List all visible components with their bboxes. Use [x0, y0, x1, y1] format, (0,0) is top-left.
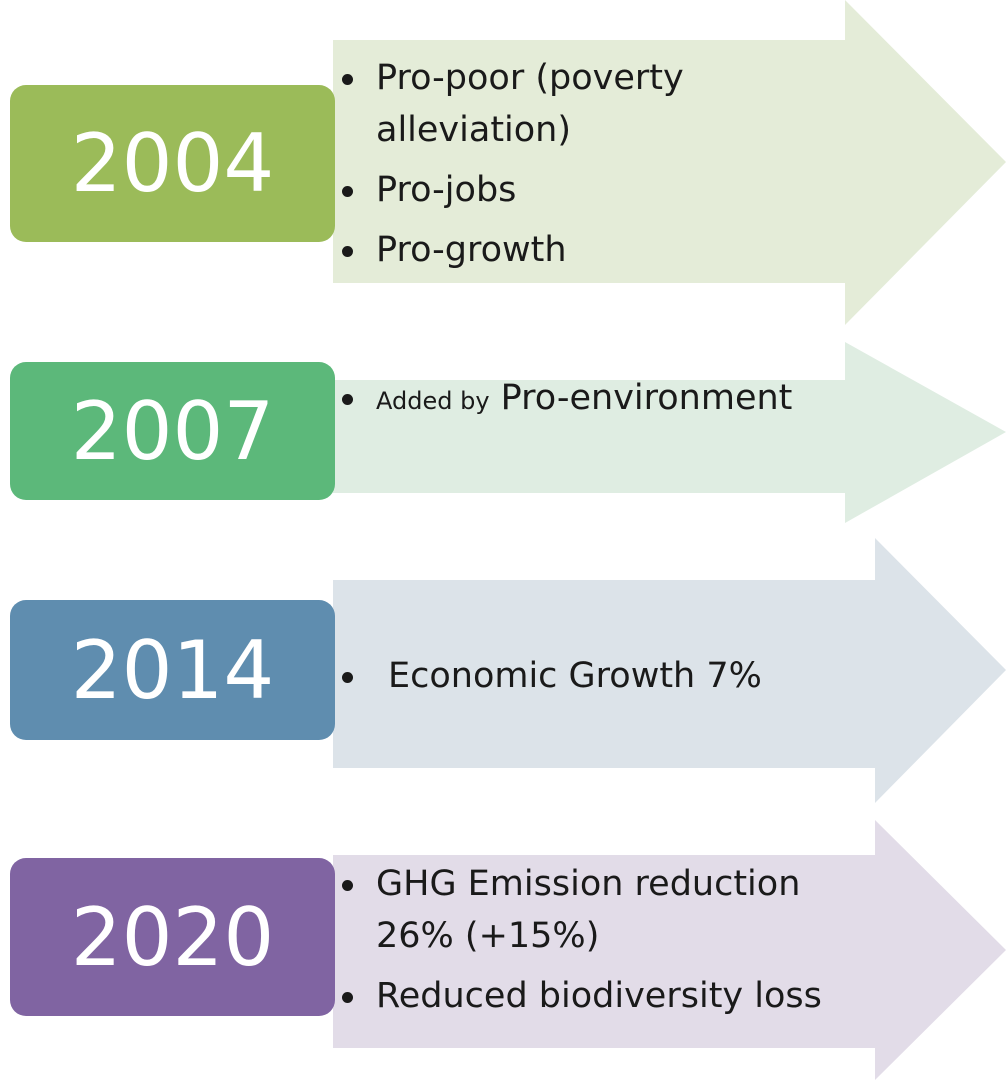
bullet-list: Economic Growth 7% — [334, 650, 762, 710]
year-box: 2014 — [10, 600, 335, 740]
bullet-list: GHG Emission reduction 26% (+15%) Reduce… — [334, 858, 846, 1030]
bullet-list: Added by Pro-environment — [334, 372, 792, 435]
bullet: Pro-growth — [334, 224, 736, 276]
bullet: Pro-jobs — [334, 164, 736, 216]
bullet-text: Added by — [376, 387, 490, 415]
bullet: GHG Emission reduction 26% (+15%) — [334, 858, 846, 962]
arrow — [333, 538, 1006, 803]
year-box: 2004 — [10, 85, 335, 242]
bullet: Pro-poor (poverty alleviation) — [334, 52, 736, 156]
bullet: Economic Growth 7% — [334, 650, 762, 702]
bullet-text: Pro-environment — [500, 378, 793, 418]
year-box: 2007 — [10, 362, 335, 500]
arrow — [333, 0, 1006, 325]
arrow — [333, 342, 1006, 523]
bullet-list: Pro-poor (poverty alleviation) Pro-jobs … — [334, 52, 736, 284]
bullet: Reduced biodiversity loss — [334, 970, 846, 1022]
arrow — [333, 820, 1006, 1080]
year-box: 2020 — [10, 858, 335, 1016]
bullet: Added by Pro-environment — [334, 372, 792, 427]
